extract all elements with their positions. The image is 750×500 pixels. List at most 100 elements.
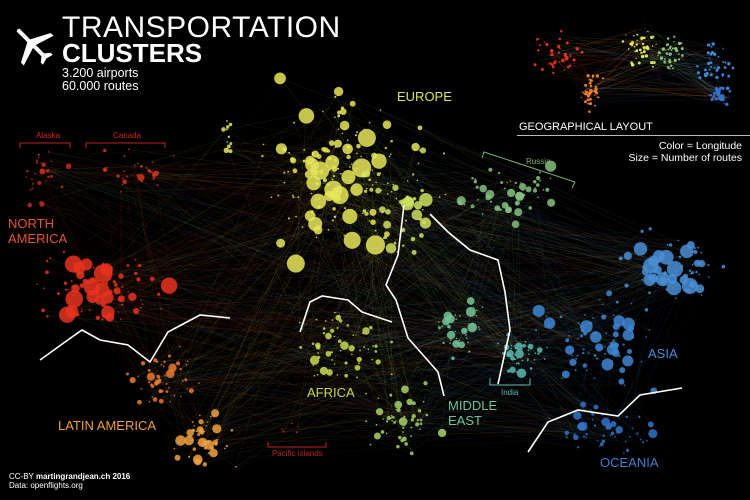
route-edge [372, 141, 644, 443]
minimap-edge [675, 55, 712, 66]
route-edge [447, 316, 562, 324]
minimap-node [657, 51, 661, 55]
airport-node [700, 251, 703, 254]
minimap-edge [591, 94, 725, 97]
route-edge [152, 149, 324, 398]
airport-node [446, 330, 456, 340]
minimap-caption: GEOGRAPHICAL LAYOUT [519, 121, 653, 133]
minimap-edge [667, 67, 719, 98]
route-edge [356, 355, 578, 378]
airport-node [584, 425, 586, 428]
airport-node [41, 162, 46, 168]
airport-node [356, 143, 361, 149]
label-middle-east-line1: MIDDLE [448, 398, 498, 413]
route-edge [510, 181, 617, 354]
minimap-node [668, 58, 671, 62]
airport-node [312, 169, 319, 176]
minimap-node [717, 55, 720, 58]
airport-node [120, 191, 122, 193]
route-edge [514, 323, 629, 346]
route-edge [386, 182, 516, 422]
airport-node [504, 187, 506, 190]
airport-node [385, 420, 389, 423]
airport-node [169, 400, 172, 403]
airport-node [420, 188, 424, 193]
route-edge [158, 209, 509, 378]
minimap-node [558, 61, 561, 63]
route-edge [299, 322, 515, 360]
route-edge [528, 277, 651, 355]
minimap-node [568, 65, 571, 68]
airport-node [595, 343, 604, 352]
label-middle-east: MIDDLE EAST [448, 398, 497, 428]
route-edge [123, 171, 152, 377]
minimap-node [575, 47, 580, 51]
route-edge [134, 165, 165, 367]
airport-node [367, 348, 370, 350]
airport-node [698, 273, 701, 276]
airport-node [425, 413, 429, 417]
airport-node [455, 337, 458, 340]
minimap-edge [566, 41, 632, 67]
airport-node [331, 219, 334, 222]
airport-node [127, 291, 130, 293]
airport-node [371, 358, 374, 361]
route-edge [160, 328, 631, 392]
route-count: 60.000 routes [62, 79, 139, 93]
airport-node [580, 328, 585, 333]
airport-node [64, 288, 67, 291]
airport-node [384, 146, 387, 150]
route-edge [356, 167, 520, 355]
minimap-edge [648, 30, 720, 65]
airport-node [196, 426, 204, 434]
airport-node [481, 212, 484, 215]
airport-node [624, 440, 627, 443]
minimap-node [586, 98, 590, 102]
airport-node [306, 175, 322, 191]
airport-node [174, 454, 181, 461]
airport-node [77, 273, 80, 276]
route-edge [75, 270, 691, 289]
airport-node [188, 388, 194, 394]
airport-node [422, 220, 426, 225]
airport-node [117, 295, 125, 303]
route-edge [321, 171, 631, 438]
route-edge [226, 222, 425, 447]
route-edge [231, 279, 643, 431]
minimap-node [566, 66, 570, 69]
airport-node [205, 424, 208, 427]
route-edge [350, 180, 608, 428]
route-edge [338, 315, 406, 390]
route-edge [226, 148, 318, 375]
credit-line: CC-BY martingrandjean.ch 2016 [9, 472, 130, 481]
author-link[interactable]: martingrandjean.ch 2016 [35, 472, 131, 481]
route-edge [420, 218, 651, 278]
airport-node [467, 322, 478, 333]
route-edge [216, 315, 477, 444]
route-edge [103, 273, 199, 444]
minimap-edge [669, 64, 714, 92]
route-edge [355, 170, 515, 356]
route-edge [109, 208, 498, 280]
airport-node [177, 440, 181, 444]
airport-node [450, 339, 452, 341]
minimap-node [668, 52, 672, 56]
route-edge [288, 152, 407, 445]
airport-node [623, 384, 626, 386]
route-edge [397, 244, 668, 252]
airport-nodes [25, 72, 726, 468]
route-edge [152, 267, 681, 387]
route-edge [450, 339, 623, 371]
airport-node [645, 336, 648, 338]
minimap-edge [565, 49, 713, 60]
route-edge [316, 181, 476, 184]
airport-node [339, 349, 342, 352]
airport-node [184, 378, 188, 382]
data-source[interactable]: Data: openflights.org [9, 481, 83, 490]
airport-node [465, 333, 467, 336]
airport-node [337, 114, 341, 118]
airport-node [311, 342, 315, 346]
route-edge [352, 103, 579, 339]
airport-node [302, 159, 306, 163]
route-edge [279, 78, 539, 179]
